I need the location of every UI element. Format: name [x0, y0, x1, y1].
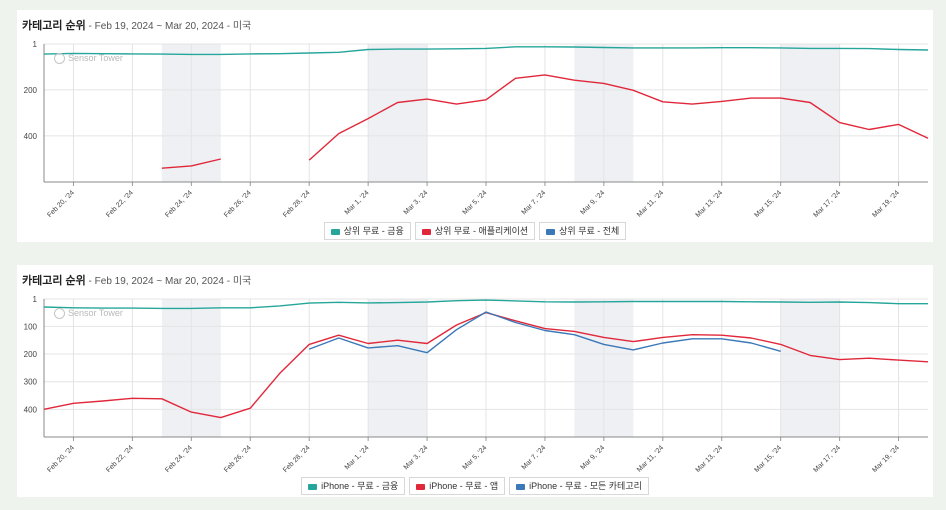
y-tick-label: 300	[24, 378, 38, 387]
x-tick-label: Mar 17, '24	[812, 189, 842, 219]
x-tick-label: Mar 9, '24	[579, 189, 606, 216]
weekend-shading	[368, 299, 428, 437]
chart-title-range: - Feb 19, 2024 ~ Mar 20, 2024 - 미국	[85, 276, 252, 287]
x-tick-label: Mar 3, '24	[403, 444, 430, 471]
legend-item[interactable]: 상위 무료 - 금융	[323, 222, 411, 240]
legend-label: iPhone - 무료 - 금융	[321, 481, 399, 491]
legend-label: iPhone - 무료 - 앱	[429, 481, 499, 491]
legend-label: 상위 무료 - 애플리케이션	[434, 226, 529, 236]
x-tick-label: Feb 22, '24	[105, 444, 135, 474]
legend-item[interactable]: iPhone - 무료 - 금융	[301, 477, 406, 495]
x-tick-label: Mar 1, '24	[344, 189, 371, 216]
series-line	[43, 46, 929, 56]
x-tick-label: Feb 26, '24	[223, 189, 253, 219]
sensortower-watermark: Sensor Tower	[54, 308, 123, 320]
x-tick-label: Feb 28, '24	[282, 189, 312, 219]
chart-title-main: 카테고리 순위	[22, 275, 86, 287]
y-tick-label: 100	[24, 322, 38, 331]
legend-swatch	[308, 483, 318, 490]
watermark-text: Sensor Tower	[68, 53, 123, 63]
legend-item[interactable]: iPhone - 무료 - 앱	[409, 477, 506, 495]
y-tick-label: 1	[33, 40, 38, 49]
x-tick-label: Mar 11, '24	[636, 444, 665, 473]
watermark-text: Sensor Tower	[68, 308, 123, 318]
x-tick-label: Feb 24, '24	[164, 189, 194, 219]
x-tick-label: Feb 20, '24	[46, 189, 76, 219]
series-line	[43, 299, 928, 310]
series-line	[308, 311, 781, 354]
chart-panel-bottom: 카테고리 순위 - Feb 19, 2024 ~ Mar 20, 2024 - …	[17, 265, 933, 497]
y-tick-label: 200	[24, 86, 38, 95]
x-tick-label: Mar 17, '24	[812, 444, 842, 474]
x-tick-label: Mar 19, '24	[871, 189, 901, 219]
chart-legend-top: 상위 무료 - 금융 상위 무료 - 애플리케이션 상위 무료 - 전체	[17, 222, 933, 240]
sensortower-logo-icon	[54, 53, 65, 65]
legend-label: 상위 무료 - 전체	[559, 226, 620, 236]
chart-title: 카테고리 순위 - Feb 19, 2024 ~ Mar 20, 2024 - …	[22, 17, 251, 33]
x-tick-label: Feb 24, '24	[164, 444, 194, 474]
sensortower-logo-icon	[54, 308, 65, 320]
series-line	[161, 74, 929, 169]
x-tick-label: Mar 5, '24	[462, 189, 489, 216]
x-tick-label: Mar 13, '24	[695, 189, 725, 219]
x-tick-label: Feb 26, '24	[223, 444, 253, 474]
x-tick-label: Mar 5, '24	[462, 444, 489, 471]
chart-legend-bottom: iPhone - 무료 - 금융 iPhone - 무료 - 앱 iPhone - …	[17, 477, 933, 495]
legend-swatch	[416, 483, 426, 490]
chart-title-range: - Feb 19, 2024 ~ Mar 20, 2024 - 미국	[85, 21, 252, 32]
legend-swatch	[330, 228, 340, 235]
y-tick-label: 1	[33, 295, 38, 304]
x-tick-label: Mar 3, '24	[403, 189, 430, 216]
legend-item[interactable]: 상위 무료 - 전체	[539, 222, 627, 240]
sensortower-watermark: Sensor Tower	[54, 53, 123, 65]
chart-panel-top: 카테고리 순위 - Feb 19, 2024 ~ Mar 20, 2024 - …	[17, 10, 933, 242]
x-tick-label: Mar 1, '24	[344, 444, 371, 471]
y-tick-label: 400	[24, 405, 38, 414]
legend-swatch	[516, 483, 526, 490]
weekend-shading	[780, 44, 840, 182]
legend-label: 상위 무료 - 금융	[343, 226, 404, 236]
y-tick-label: 400	[24, 132, 38, 141]
x-tick-label: Mar 7, '24	[521, 444, 548, 471]
chart-title-main: 카테고리 순위	[22, 20, 86, 32]
legend-swatch	[421, 228, 431, 235]
x-tick-label: Mar 11, '24	[636, 189, 665, 218]
x-tick-label: Mar 13, '24	[695, 444, 725, 474]
x-tick-label: Feb 28, '24	[282, 444, 312, 474]
rank-chart-bottom: 1 100 200 300 400 Feb 20, '24 Feb 22, '24 Feb 2…	[24, 295, 929, 474]
x-tick-label: Feb 20, '24	[46, 444, 76, 474]
chart-title: 카테고리 순위 - Feb 19, 2024 ~ Mar 20, 2024 - …	[22, 272, 251, 288]
x-tick-label: Feb 22, '24	[105, 189, 135, 219]
x-tick-label: Mar 9, '24	[579, 444, 606, 471]
x-tick-label: Mar 15, '24	[754, 444, 784, 474]
x-tick-label: Mar 19, '24	[871, 444, 901, 474]
rank-chart-top: 1 200 400 Feb 20, '24 Feb 22, '24 Feb 24, '24…	[24, 40, 929, 219]
legend-swatch	[546, 228, 556, 235]
legend-item[interactable]: iPhone - 무료 - 모든 카테고리	[509, 477, 649, 495]
weekend-shading	[780, 299, 840, 437]
x-tick-label: Mar 7, '24	[521, 189, 548, 216]
legend-label: iPhone - 무료 - 모든 카테고리	[529, 481, 642, 491]
x-tick-label: Mar 15, '24	[754, 189, 784, 219]
y-tick-label: 200	[24, 350, 38, 359]
legend-item[interactable]: 상위 무료 - 애플리케이션	[414, 222, 536, 240]
